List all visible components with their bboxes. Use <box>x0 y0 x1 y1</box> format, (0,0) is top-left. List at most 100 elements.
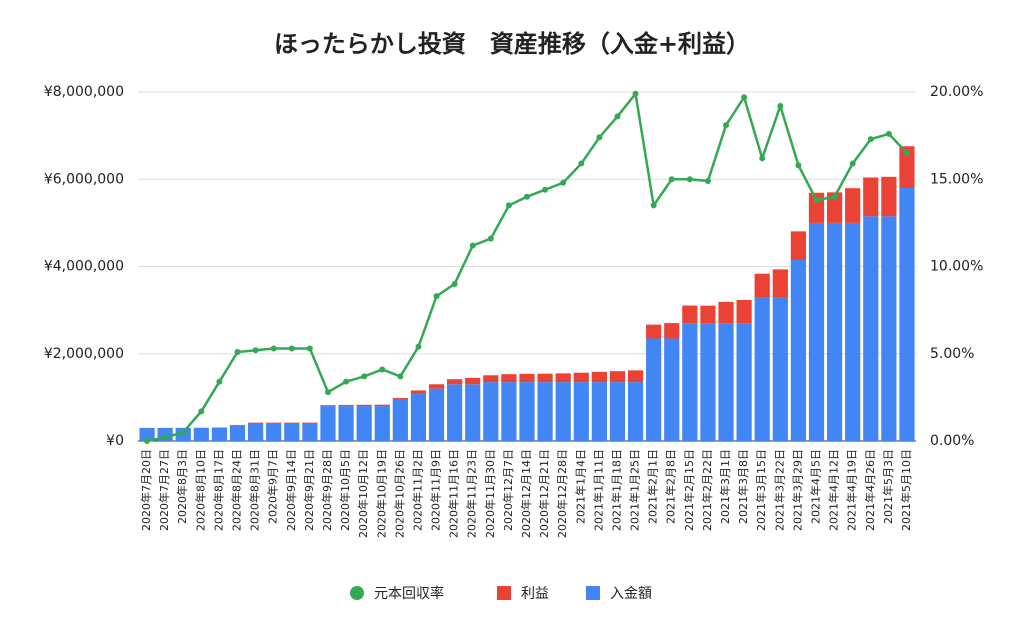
bar-segment <box>646 325 661 339</box>
line-point <box>434 293 440 299</box>
line-point <box>687 176 693 182</box>
legend-marker <box>586 586 600 600</box>
bar-segment <box>284 424 299 441</box>
line-point <box>253 347 259 353</box>
bar-segment <box>375 405 390 406</box>
bar-segment <box>411 393 426 441</box>
line-point <box>795 162 801 168</box>
line-point <box>289 346 295 352</box>
x-tick-label: 2020年12月28日 <box>555 449 569 538</box>
bar-segment <box>845 188 860 223</box>
bar-segment <box>556 373 571 382</box>
bar-segment <box>610 382 625 441</box>
bar-segment <box>230 425 245 426</box>
legend-label: 元本回収率 <box>374 585 444 602</box>
bar-segment <box>718 323 733 441</box>
x-tick-label: 2021年1月11日 <box>591 449 605 531</box>
line-point <box>832 194 838 200</box>
line-point <box>723 122 729 128</box>
line-point <box>216 379 222 385</box>
line-point <box>470 243 476 249</box>
x-tick-label: 2021年4月26日 <box>863 449 877 531</box>
y2-tick-label: 20.00% <box>930 84 983 100</box>
x-tick-label: 2020年9月21日 <box>302 449 316 531</box>
y2-tick-label: 15.00% <box>930 171 983 187</box>
x-tick-label: 2021年3月15日 <box>754 449 768 531</box>
x-tick-label: 2020年8月10日 <box>193 449 207 531</box>
x-tick-label: 2021年1月25日 <box>628 449 642 531</box>
line-point <box>850 161 856 167</box>
y-tick-label: ¥8,000,000 <box>44 84 124 100</box>
x-tick-label: 2021年5月3日 <box>881 449 895 524</box>
bar-segment <box>284 423 299 424</box>
x-tick-label: 2020年8月17日 <box>211 449 225 531</box>
x-tick-label: 2021年1月18日 <box>609 449 623 531</box>
line-point <box>180 429 186 435</box>
bar-segment <box>592 372 607 382</box>
line-point <box>705 178 711 184</box>
x-tick-label: 2020年10月5日 <box>338 449 352 531</box>
line-point <box>868 136 874 142</box>
bar-segment <box>700 323 715 441</box>
line-point <box>198 408 204 414</box>
y2-tick-label: 10.00% <box>930 259 983 275</box>
bar-segment <box>646 338 661 441</box>
bar-segment <box>682 323 697 441</box>
line-point <box>904 150 910 156</box>
legend-marker <box>497 586 511 600</box>
x-tick-label: 2020年11月2日 <box>410 449 424 531</box>
bar-segment <box>429 384 444 388</box>
bar-segment <box>338 405 353 406</box>
bar-segment <box>537 374 552 382</box>
bar-segment <box>212 428 227 441</box>
line-point <box>144 438 150 444</box>
bar-segment <box>881 177 896 217</box>
line-point <box>379 366 385 372</box>
line-point <box>506 202 512 208</box>
bar-segment <box>718 302 733 323</box>
x-tick-label: 2021年4月12日 <box>827 449 841 531</box>
line-point <box>669 176 675 182</box>
x-tick-label: 2020年10月26日 <box>392 449 406 538</box>
bar-segment <box>429 389 444 441</box>
bar-segment <box>230 426 245 441</box>
line-point <box>741 94 747 100</box>
bar-segment <box>881 216 896 441</box>
legend-marker <box>350 586 364 600</box>
x-tick-label: 2021年5月10日 <box>899 449 913 531</box>
bar-segment <box>664 338 679 441</box>
bar-segment <box>302 424 317 441</box>
bar-segment <box>266 424 281 441</box>
x-tick-label: 2020年10月19日 <box>374 449 388 538</box>
x-tick-label: 2020年11月9日 <box>429 449 443 531</box>
line-point <box>162 435 168 441</box>
bar-segment <box>773 269 788 297</box>
bar-segment <box>791 260 806 441</box>
bar-segment <box>755 274 770 297</box>
y-tick-label: ¥0 <box>106 433 124 449</box>
bar-segment <box>845 223 860 441</box>
bar-segment <box>791 231 806 260</box>
bar-segment <box>447 384 462 441</box>
bar-segment <box>357 406 372 441</box>
bar-segment <box>483 375 498 382</box>
line-point <box>813 197 819 203</box>
line-point <box>235 349 241 355</box>
x-tick-label: 2020年8月24日 <box>230 449 244 531</box>
bar-segment <box>737 300 752 323</box>
bar-segment <box>393 398 408 400</box>
bar-segment <box>827 223 842 441</box>
bar-segment <box>266 423 281 424</box>
bar-segment <box>465 384 480 441</box>
x-tick-label: 2021年4月5日 <box>808 449 822 524</box>
x-tick-label: 2020年11月30日 <box>483 449 497 538</box>
bar-segment <box>194 428 209 441</box>
line-point <box>343 379 349 385</box>
x-tick-label: 2021年3月1日 <box>718 449 732 524</box>
bar-segment <box>447 379 462 384</box>
bar-segment <box>863 177 878 216</box>
line-point <box>560 180 566 186</box>
bar-segment <box>411 390 426 393</box>
x-tick-label: 2020年7月27日 <box>157 449 171 531</box>
x-tick-label: 2020年8月3日 <box>175 449 189 524</box>
